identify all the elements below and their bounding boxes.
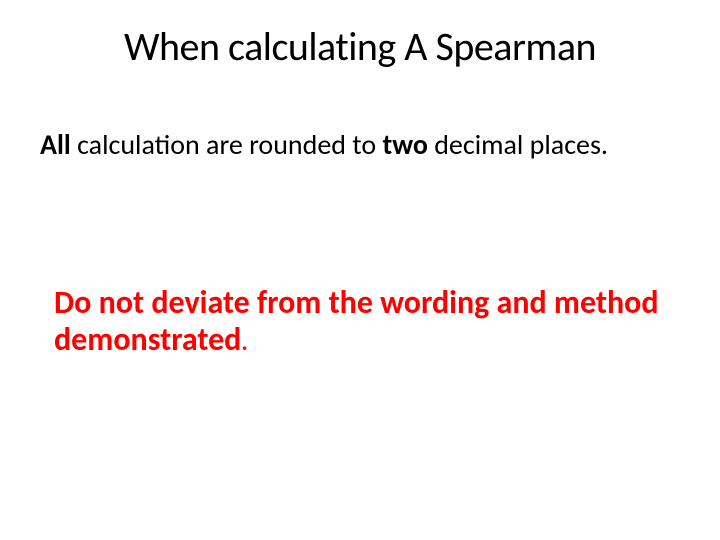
emphasis-two: two xyxy=(383,127,428,162)
emphasis-all: All xyxy=(40,127,71,162)
body-text-end: decimal places. xyxy=(428,127,608,162)
warning-text: Do not deviate from the wording and meth… xyxy=(54,285,674,359)
warning-main: Do not deviate from the wording and meth… xyxy=(54,283,658,359)
slide-title: When calculating A Spearman xyxy=(0,22,720,71)
body-text-mid: calculation are rounded to xyxy=(71,127,383,162)
warning-period: . xyxy=(241,328,247,357)
body-line-1: All calculation are rounded to two decim… xyxy=(40,128,680,162)
slide: When calculating A Spearman All calculat… xyxy=(0,0,720,540)
